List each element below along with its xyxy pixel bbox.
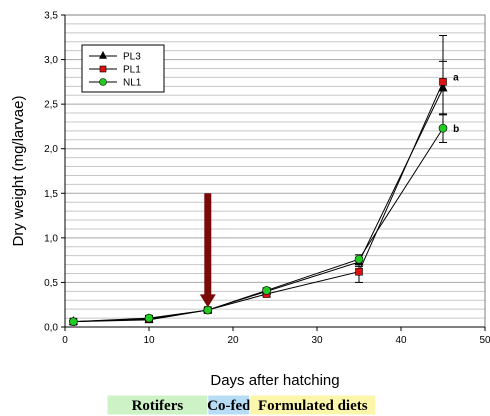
- transition-arrow: [199, 193, 216, 308]
- data-point-triangle: [99, 50, 107, 59]
- series-group: [68, 35, 448, 326]
- data-point-circle: [438, 123, 448, 133]
- x-axis-title: Days after hatching: [210, 372, 339, 389]
- data-point-circle: [144, 313, 154, 323]
- data-point-circle: [262, 286, 271, 295]
- series-line-nl1: [73, 127, 444, 323]
- data-point-square: [99, 65, 107, 73]
- x-tick-label: 20: [227, 335, 239, 346]
- phase-segment: [249, 394, 377, 416]
- y-tick-label: 3,5: [44, 11, 58, 22]
- phase-bar: Rotifers Co-fed Formulated diets: [106, 394, 377, 416]
- legend-label: PL1: [123, 65, 141, 76]
- legend-label: NL1: [123, 78, 142, 89]
- legend-label: PL3: [123, 52, 141, 63]
- y-tick-label: 0,0: [44, 323, 58, 334]
- annotations: ab: [453, 72, 459, 135]
- y-tick-label: 0,5: [44, 278, 58, 289]
- x-tick-label: 30: [311, 335, 323, 346]
- y-tick-label: 2,0: [44, 144, 58, 155]
- phase-label: Co-fed: [207, 398, 251, 414]
- arrow-head: [199, 294, 216, 308]
- y-tick-label: 2,5: [44, 100, 58, 111]
- data-point-circle: [354, 254, 364, 264]
- phase-label: Formulated diets: [258, 398, 368, 414]
- series-line-pl3: [73, 87, 444, 323]
- arrow-shaft: [204, 193, 212, 296]
- phase-label: Rotifers: [132, 398, 184, 414]
- data-point-circle: [69, 317, 78, 326]
- data-point-triangle: [438, 82, 448, 92]
- axes: 0 10 20 30 40 50 0,0 0,5 1,0 1,5 2,0 2,5 3,0 3,5: [44, 11, 490, 347]
- y-tick-label: 3,0: [44, 55, 58, 66]
- y-axis-title: Dry weight (mg/larvae): [10, 96, 27, 247]
- significance-label: a: [453, 72, 459, 83]
- x-tick-label: 40: [395, 335, 407, 346]
- data-point-square: [355, 267, 363, 276]
- legend: PL3 PL1 NL1: [81, 44, 165, 93]
- data-point-square: [439, 78, 447, 86]
- gridlines: [65, 23, 485, 319]
- x-tick-label: 10: [143, 335, 155, 346]
- significance-label: b: [453, 124, 459, 135]
- y-tick-label: 1,5: [44, 189, 58, 200]
- series-line-pl1: [73, 81, 444, 323]
- x-tick-label: 50: [479, 335, 490, 346]
- x-tick-label: 0: [62, 335, 68, 346]
- data-point-circle: [99, 78, 107, 86]
- y-tick-label: 1,0: [44, 233, 58, 244]
